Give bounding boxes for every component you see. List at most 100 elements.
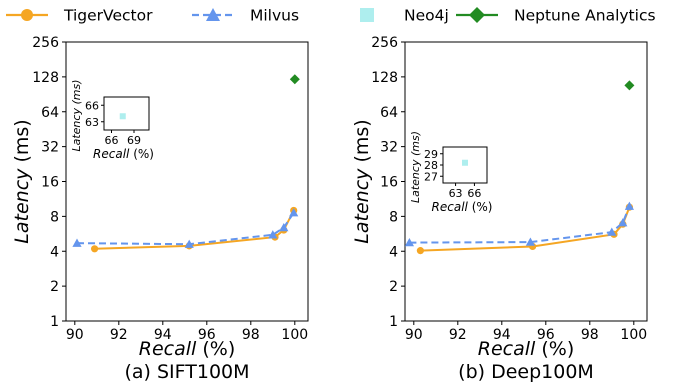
inset-y-tick-label: 29	[424, 148, 438, 161]
x-axis-label-main: Recall	[478, 338, 536, 360]
y-axis-label: Latency (ms)	[351, 119, 373, 243]
inset-x-tick-label: 63	[449, 187, 463, 200]
y-axis-label-unit: (ms)	[351, 119, 373, 168]
data-point	[72, 238, 82, 247]
inset-x-axis-label-unit: (%)	[468, 200, 493, 214]
y-tick-label: 4	[389, 244, 398, 260]
inset-x-axis-label-unit: (%)	[129, 147, 154, 161]
y-tick-label: 1	[50, 314, 59, 330]
x-axis-label: Recall (%)	[139, 338, 235, 360]
x-tick-label: 92	[449, 327, 467, 343]
panel-title: (a) SIFT100M	[124, 361, 249, 383]
y-tick-label: 4	[50, 244, 59, 260]
inset-x-axis-label-main: Recall	[93, 147, 130, 161]
y-tick-label: 8	[389, 209, 398, 225]
series-line	[76, 212, 295, 246]
legend-marker-square	[360, 8, 374, 22]
x-tick-label: 96	[537, 327, 555, 343]
series-neptune-analytics	[289, 74, 300, 85]
legend-marker-diamond	[469, 7, 485, 23]
series-neptune-analytics	[624, 80, 635, 91]
legend-label: Milvus	[250, 7, 299, 25]
data-point	[624, 80, 635, 91]
x-axis-label: Recall (%)	[478, 338, 574, 360]
y-tick-label: 256	[32, 35, 59, 51]
data-point	[618, 218, 628, 227]
y-tick-label: 64	[41, 105, 59, 121]
data-point	[289, 208, 299, 217]
inset-frame	[103, 96, 150, 131]
legend-label: Neo4j	[404, 7, 449, 25]
legend-label: Neptune Analytics	[514, 7, 656, 25]
inset-y-tick-label: 28	[424, 159, 438, 172]
x-tick-label: 98	[581, 327, 599, 343]
data-point	[279, 223, 289, 232]
y-axis-label-unit: (ms)	[11, 119, 33, 168]
inset-y-axis-label: Latency (ms)	[409, 131, 422, 203]
y-tick-label: 1	[389, 314, 398, 330]
data-point	[184, 239, 194, 248]
y-axis-label-main: Latency	[11, 168, 33, 244]
y-tick-label: 256	[371, 35, 398, 51]
x-axis-label-unit: (%)	[196, 338, 235, 360]
inset-x-tick-label: 66	[467, 187, 481, 200]
panel-title: (b) Deep100M	[458, 361, 594, 383]
data-point	[91, 245, 99, 253]
legend-item-milvus: Milvus	[192, 7, 299, 25]
y-tick-label: 128	[371, 70, 398, 86]
inset-data-point	[462, 159, 468, 166]
y-tick-label: 8	[50, 209, 59, 225]
inset-y-axis-label-unit: (ms)	[70, 79, 83, 108]
data-point	[525, 237, 535, 246]
y-tick-label: 64	[380, 105, 398, 121]
inset-frame	[442, 146, 488, 184]
inset-x-axis-label: Recall (%)	[432, 200, 493, 214]
x-tick-label: 98	[242, 327, 260, 343]
legend-label: TigerVector	[63, 7, 153, 25]
y-tick-label: 2	[389, 279, 398, 295]
inset-y-tick-label: 27	[424, 170, 438, 183]
y-tick-label: 128	[32, 70, 59, 86]
series-milvus	[72, 208, 299, 248]
inset-y-axis-label: Latency (ms)	[70, 79, 83, 151]
legend-item-neo4j: Neo4j	[360, 7, 449, 25]
x-tick-label: 100	[620, 327, 647, 343]
x-tick-label: 94	[154, 327, 172, 343]
x-axis-label-unit: (%)	[535, 338, 574, 360]
panel-deep100m: 1 2 4 8 16 32 64 128 256 90 92 94 96 98 100 Recall (%) L…	[351, 35, 648, 383]
inset-y-tick-label: 66	[85, 99, 99, 112]
y-tick-label: 32	[41, 140, 59, 156]
data-point	[416, 247, 424, 255]
x-tick-label: 96	[198, 327, 216, 343]
data-point	[607, 227, 617, 236]
data-point	[404, 238, 414, 247]
x-axis-label-main: Recall	[139, 338, 197, 360]
x-tick-label: 94	[493, 327, 511, 343]
data-point	[289, 74, 300, 85]
inset-x-tick-label: 69	[127, 134, 141, 147]
inset-y-axis-label-unit: (ms)	[409, 131, 422, 160]
panel-sift100m: 1 2 4 8 16 32 64 128 256 90 92 94 96 98 100 Recall (%) L…	[11, 35, 309, 383]
x-tick-label: 100	[281, 327, 308, 343]
series-tigervector	[91, 206, 298, 253]
plot-frame	[404, 41, 648, 322]
x-tick-label: 90	[405, 327, 423, 343]
x-tick-label: 90	[66, 327, 84, 343]
data-point	[268, 230, 278, 239]
inset-data-point	[119, 113, 126, 120]
inset-y-tick-label: 63	[85, 116, 99, 129]
legend: TigerVector Milvus Neo4j Neptune Analytics	[6, 7, 656, 25]
data-point	[624, 201, 634, 210]
x-tick-label: 92	[110, 327, 128, 343]
inset-y-axis-label-main: Latency	[70, 108, 83, 152]
legend-marker-circle	[21, 9, 33, 21]
plot-frame	[65, 41, 309, 322]
y-tick-label: 16	[380, 175, 398, 191]
inset-x-axis-label: Recall (%)	[93, 147, 154, 161]
inset-x-axis-label-main: Recall	[432, 200, 469, 214]
y-tick-label: 16	[41, 175, 59, 191]
series-milvus	[404, 201, 634, 247]
